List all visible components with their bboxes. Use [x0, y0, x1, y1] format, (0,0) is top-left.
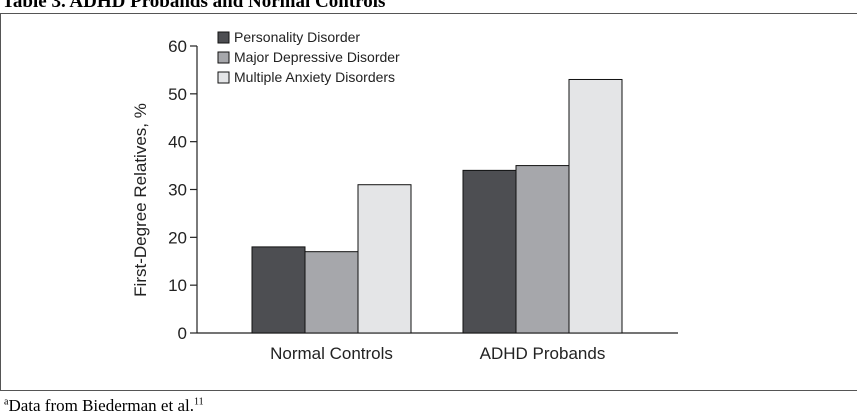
table-caption: Table 3. ADHD Probands and Normal Contro… — [2, 0, 386, 12]
bar — [568, 78, 623, 334]
bar — [357, 184, 412, 334]
footnote-reference: 11 — [193, 396, 204, 408]
legend-swatch — [217, 31, 230, 44]
y-tick-label: 30 — [168, 181, 187, 200]
legend-label: Major Depressive Disorder — [234, 49, 400, 65]
bar — [251, 246, 306, 334]
bar — [515, 165, 570, 334]
bar — [304, 251, 359, 334]
legend-swatch — [217, 71, 230, 84]
legend-label: Multiple Anxiety Disorders — [234, 69, 395, 85]
footnote-marker: a — [4, 396, 9, 408]
chart-bars — [251, 78, 623, 334]
x-category-label: Normal Controls — [270, 344, 393, 363]
footnote: aData from Biederman et al.11 — [4, 396, 204, 416]
bar — [462, 169, 517, 334]
chart-y-ticks: 0 10 20 30 40 50 60 — [168, 37, 197, 343]
chart-x-labels: Normal Controls ADHD Probands — [270, 344, 605, 363]
footnote-text: Data from Biederman et al. — [8, 396, 194, 415]
legend-label: Personality Disorder — [234, 29, 360, 45]
chart-legend: Personality Disorder Major Depressive Dis… — [217, 29, 400, 85]
y-tick-label: 20 — [168, 228, 187, 247]
caption-region: Table 3. ADHD Probands and Normal Contro… — [0, 0, 858, 13]
y-tick-label: 60 — [168, 37, 187, 56]
legend-swatch — [217, 51, 230, 64]
x-category-label: ADHD Probands — [480, 344, 606, 363]
y-axis-label: First-Degree Relatives, % — [131, 103, 150, 297]
figure-frame — [0, 13, 857, 391]
y-tick-label: 50 — [168, 85, 187, 104]
y-tick-label: 0 — [178, 324, 187, 343]
y-tick-label: 10 — [168, 276, 187, 295]
y-tick-label: 40 — [168, 133, 187, 152]
